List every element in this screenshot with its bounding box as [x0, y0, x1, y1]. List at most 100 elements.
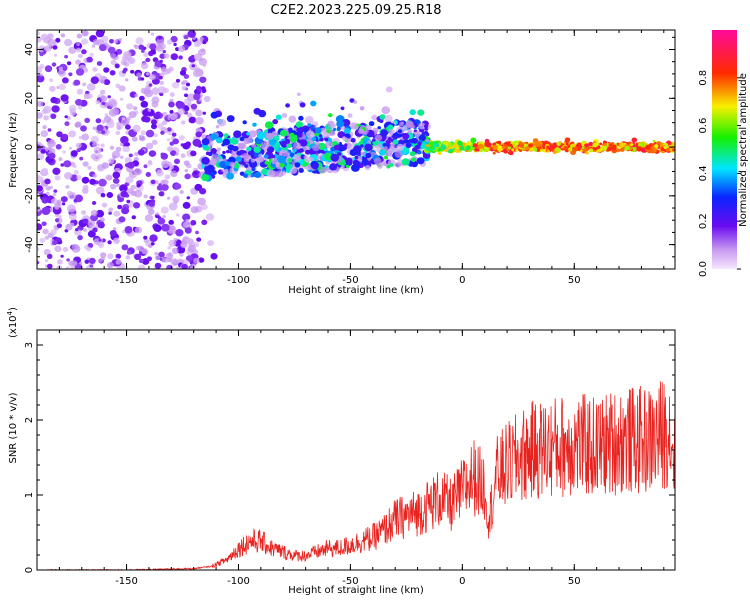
spectrogram-point	[158, 183, 162, 187]
spectrogram-point	[307, 123, 312, 127]
spectrogram-point	[187, 101, 192, 106]
spectrogram-point	[619, 148, 625, 152]
spectrogram-point	[159, 80, 165, 86]
spectrogram-point	[58, 69, 66, 77]
spectrogram-point	[201, 157, 210, 165]
spectrogram-point	[130, 184, 136, 190]
spectrogram-point	[398, 122, 404, 127]
spectrogram-point	[45, 185, 51, 191]
spectrogram-point	[134, 253, 142, 260]
spectrogram-point	[156, 169, 164, 177]
spectrogram-point	[161, 183, 169, 191]
spectrogram-point	[525, 146, 530, 151]
spectrogram-point	[164, 174, 171, 180]
spectrogram-point	[104, 113, 109, 117]
spectrogram-point	[77, 53, 83, 59]
spectrogram-point	[231, 138, 239, 145]
spectrogram-point	[122, 69, 127, 74]
spectrogram-point	[359, 106, 365, 111]
spectrogram-point	[307, 164, 312, 168]
spectrogram-point	[638, 142, 644, 148]
spectrogram-point	[79, 261, 83, 265]
spectrogram-point	[74, 122, 81, 128]
spectrogram-point	[109, 39, 114, 44]
spectrogram-point	[82, 184, 89, 191]
spectrogram-point	[61, 202, 66, 206]
spectrogram-point	[324, 152, 333, 161]
spectrogram-point	[170, 53, 178, 61]
spectrogram-point	[368, 121, 375, 127]
spectrogram-point	[603, 143, 607, 146]
spectrogram-point	[113, 210, 121, 217]
spectrogram-point	[55, 144, 62, 150]
spectrogram-point	[250, 158, 255, 163]
spectrogram-point	[440, 144, 447, 150]
spectrogram-point	[169, 98, 174, 103]
spectrogram-point	[425, 132, 430, 137]
spectrogram-point	[150, 32, 155, 36]
spectrogram-point	[66, 258, 70, 262]
spectrogram-point	[154, 262, 162, 269]
spectrogram-point	[118, 216, 126, 223]
spectrogram-point	[39, 237, 46, 243]
spectrogram-point	[418, 134, 426, 142]
spectrogram-point	[568, 147, 573, 152]
spectrogram-point	[233, 162, 241, 169]
spectrogram-point	[56, 131, 63, 138]
spectrogram-point	[414, 131, 421, 138]
spectrogram-point	[665, 147, 670, 152]
x-tick-label: 0	[459, 576, 465, 587]
spectrogram-point	[239, 164, 243, 168]
spectrogram-point	[190, 206, 199, 214]
spectrogram-point	[299, 102, 306, 108]
colorbar-gradient	[712, 30, 737, 269]
spectrogram-point	[393, 140, 398, 144]
spectrogram-point	[47, 263, 53, 269]
spectrogram-point	[145, 72, 150, 76]
spectrogram-point	[279, 162, 285, 168]
x-tick-label: -100	[227, 576, 250, 587]
spectrogram-point	[161, 223, 170, 232]
spectrogram-point	[126, 250, 132, 255]
spectrogram-point	[134, 93, 139, 98]
spectrogram-point	[101, 162, 109, 169]
spectrogram-point	[329, 130, 336, 136]
spectrogram-point	[153, 112, 161, 120]
spectrogram-point	[81, 38, 89, 45]
spectrogram-point	[50, 113, 57, 120]
spectrogram-point	[107, 175, 113, 180]
spectrogram-point	[95, 118, 102, 124]
spectrogram-point	[171, 81, 180, 89]
spectrogram-point	[602, 140, 608, 145]
spectrogram-axes: -150 -100 -50 0 50 -40 -20 0 20 40	[24, 30, 675, 286]
spectrogram-point	[380, 129, 388, 137]
spectrogram-point	[201, 219, 208, 226]
spectrogram-point	[77, 105, 83, 110]
spectrogram-marks	[37, 30, 675, 269]
spectrogram-point	[229, 161, 236, 167]
spectrogram-point	[288, 115, 297, 123]
spectrogram-point	[397, 129, 403, 134]
snr-series-line	[37, 381, 675, 570]
spectrogram-point	[350, 138, 356, 143]
spectrogram-point	[228, 156, 236, 164]
spectrogram-point	[645, 145, 651, 150]
spectrogram-point	[624, 145, 630, 151]
spectrogram-point	[292, 142, 302, 150]
spectrogram-point	[89, 52, 94, 57]
spectrogram-point	[50, 198, 58, 205]
spectrogram-point	[202, 40, 207, 45]
spectrogram-point	[65, 185, 70, 189]
spectrogram-point	[251, 167, 256, 172]
spectrogram-point	[166, 196, 171, 200]
spectrogram-point	[134, 226, 143, 234]
spectrogram-point	[387, 148, 393, 153]
spectrogram-point	[198, 257, 205, 263]
spectrogram-point	[120, 136, 129, 144]
spectrogram-point	[121, 56, 127, 61]
spectrogram-point	[97, 153, 103, 159]
spectrogram-point	[137, 245, 144, 252]
spectrogram-point	[141, 49, 145, 53]
spectrogram-point	[45, 191, 50, 196]
x-tick-label: 50	[568, 275, 581, 286]
